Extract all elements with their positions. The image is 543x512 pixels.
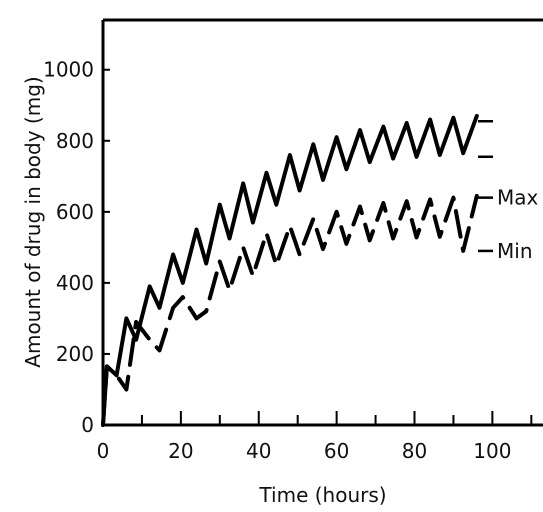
x-axis-label: Time (hours) xyxy=(258,483,386,507)
x-tick-label: 80 xyxy=(402,439,427,463)
y-tick-label: 600 xyxy=(56,200,94,224)
dashed-series-line xyxy=(101,193,479,427)
x-tick-label: 0 xyxy=(97,439,110,463)
y-tick-label: 200 xyxy=(56,342,94,366)
y-tick-label: 800 xyxy=(56,129,94,153)
y-tick-label: 1000 xyxy=(43,58,94,82)
x-tick-label: 100 xyxy=(473,439,511,463)
plot-frame xyxy=(101,18,543,427)
x-tick-label: 20 xyxy=(168,439,193,463)
marker-layer: Max Min xyxy=(478,120,539,263)
y-tick-label: 400 xyxy=(56,271,94,295)
level-marker-label: Max xyxy=(497,186,539,210)
tick-layer: 0 200 400 600 800 1000 0 20 40 60 80 100 xyxy=(43,58,533,463)
solid-series-line xyxy=(101,113,479,427)
x-tick-label: 60 xyxy=(324,439,349,463)
y-axis-label: Amount of drug in body (mg) xyxy=(21,76,45,367)
series-layer xyxy=(101,113,479,427)
x-tick-label: 40 xyxy=(246,439,271,463)
level-marker-label: Min xyxy=(497,239,533,263)
y-tick-label: 0 xyxy=(81,413,94,437)
